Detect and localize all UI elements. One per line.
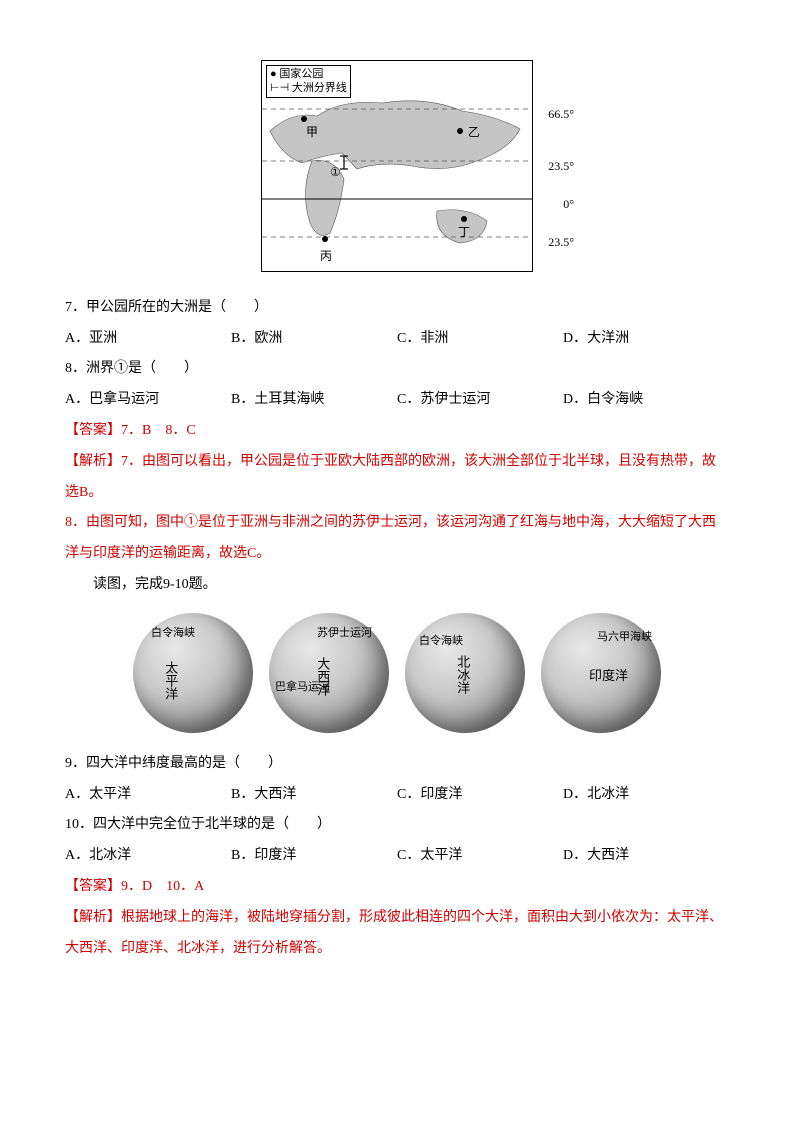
q7-opt-c: C．非洲 — [397, 324, 563, 355]
g3-label1: 白令海峡 — [419, 635, 463, 647]
lat-66: 66.5° — [548, 101, 574, 127]
world-map: ● 国家公园 ⊢⊣ 大洲分界线 66.5° 23.5° 0° 23.5° 甲 乙… — [261, 60, 533, 272]
q7-options: A．亚洲 B．欧洲 C．非洲 D．大洋洲 — [65, 324, 729, 355]
q7-stem: 7．甲公园所在的大洲是（ ） — [65, 293, 729, 324]
globe-2: 苏伊士运河 大西洋 巴拿马运河 — [269, 613, 389, 733]
q7-opt-a: A．亚洲 — [65, 324, 231, 355]
map-figure: ● 国家公园 ⊢⊣ 大洲分界线 66.5° 23.5° 0° 23.5° 甲 乙… — [65, 60, 729, 285]
ans-78: 【答案】7．B 8．C — [65, 416, 729, 447]
q8-opt-d: D．白令海峡 — [563, 385, 729, 416]
q9-opt-c: C．印度洋 — [397, 780, 563, 811]
exp-910: 【解析】根据地球上的海洋，被陆地穿插分割，形成彼此相连的四个大洋，面积由大到小依… — [65, 903, 729, 965]
lat-23n: 23.5° — [548, 153, 574, 179]
lat-23s: 23.5° — [548, 229, 574, 255]
q9-stem: 9．四大洋中纬度最高的是（ ） — [65, 749, 729, 780]
lat-0: 0° — [563, 191, 574, 217]
exp-7: 【解析】7．由图可以看出，甲公园是位于亚欧大陆西部的欧洲，该大洲全部位于北半球，… — [65, 447, 729, 509]
map-svg — [262, 61, 532, 271]
q10-options: A．北冰洋 B．印度洋 C．太平洋 D．大西洋 — [65, 841, 729, 872]
q9-options: A．太平洋 B．大西洋 C．印度洋 D．北冰洋 — [65, 780, 729, 811]
g3-label2: 北冰洋 — [455, 655, 469, 694]
label-bing: 丙 — [320, 243, 332, 269]
intro-910: 读图，完成9-10题。 — [65, 570, 729, 601]
q8-options: A．巴拿马运河 B．土耳其海峡 C．苏伊士运河 D．白令海峡 — [65, 385, 729, 416]
marker-1: ① — [330, 159, 341, 185]
q8-opt-c: C．苏伊士运河 — [397, 385, 563, 416]
label-yi: 乙 — [468, 119, 480, 145]
label-jia: 甲 — [306, 119, 318, 145]
q8-opt-a: A．巴拿马运河 — [65, 385, 231, 416]
q10-opt-b: B．印度洋 — [231, 841, 397, 872]
g1-label1: 白令海峡 — [151, 627, 195, 639]
q8-opt-b: B．土耳其海峡 — [231, 385, 397, 416]
q9-opt-a: A．太平洋 — [65, 780, 231, 811]
g1-label2: 太平洋 — [163, 661, 177, 700]
q9-opt-d: D．北冰洋 — [563, 780, 729, 811]
globe-3: 白令海峡 北冰洋 — [405, 613, 525, 733]
globes-figure: 白令海峡 太平洋 苏伊士运河 大西洋 巴拿马运河 白令海峡 北冰洋 马六甲海峡 … — [65, 613, 729, 733]
g2-label3: 巴拿马运河 — [275, 681, 330, 693]
q10-opt-a: A．北冰洋 — [65, 841, 231, 872]
ans-910: 【答案】9．D 10．A — [65, 872, 729, 903]
q10-stem: 10．四大洋中完全位于北半球的是（ ） — [65, 810, 729, 841]
q9-opt-b: B．大西洋 — [231, 780, 397, 811]
q10-opt-c: C．太平洋 — [397, 841, 563, 872]
globe-1: 白令海峡 太平洋 — [133, 613, 253, 733]
q7-opt-b: B．欧洲 — [231, 324, 397, 355]
globe-4: 马六甲海峡 印度洋 — [541, 613, 661, 733]
q8-stem: 8．洲界①是（ ） — [65, 354, 729, 385]
exp-8: 8．由图可知，图中①是位于亚洲与非洲之间的苏伊士运河，该运河沟通了红海与地中海，… — [65, 508, 729, 570]
q10-opt-d: D．大西洋 — [563, 841, 729, 872]
g2-label1: 苏伊士运河 — [317, 627, 372, 639]
g4-label1: 马六甲海峡 — [597, 631, 652, 643]
q7-opt-d: D．大洋洲 — [563, 324, 729, 355]
label-ding: 丁 — [458, 219, 470, 245]
g4-label2: 印度洋 — [589, 669, 628, 683]
